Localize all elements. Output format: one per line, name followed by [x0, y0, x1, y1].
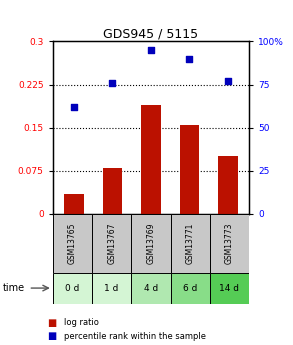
Bar — [180, 125, 199, 214]
Bar — [92, 214, 131, 273]
Text: percentile rank within the sample: percentile rank within the sample — [64, 332, 207, 341]
Bar — [171, 214, 210, 273]
Bar — [210, 273, 249, 304]
Text: 1 d: 1 d — [104, 284, 119, 293]
Bar — [210, 214, 249, 273]
Bar — [92, 273, 131, 304]
Bar — [131, 214, 171, 273]
Text: 14 d: 14 d — [219, 284, 239, 293]
Point — [226, 78, 230, 84]
Bar — [64, 194, 84, 214]
Bar — [131, 273, 171, 304]
Bar — [53, 214, 92, 273]
Point — [149, 47, 153, 53]
Bar — [218, 156, 238, 214]
Text: GSM13767: GSM13767 — [107, 223, 116, 264]
Text: time: time — [3, 283, 25, 293]
Title: GDS945 / 5115: GDS945 / 5115 — [103, 27, 198, 40]
Text: ■: ■ — [47, 332, 56, 341]
Bar — [103, 168, 122, 214]
Text: 6 d: 6 d — [183, 284, 197, 293]
Text: 4 d: 4 d — [144, 284, 158, 293]
Text: GSM13773: GSM13773 — [225, 223, 234, 264]
Text: GSM13765: GSM13765 — [68, 223, 77, 264]
Text: 0 d: 0 d — [65, 284, 80, 293]
Text: GSM13769: GSM13769 — [146, 223, 155, 264]
Text: GSM13771: GSM13771 — [186, 223, 195, 264]
Bar — [53, 273, 92, 304]
Text: ■: ■ — [47, 318, 56, 327]
Point — [187, 56, 192, 61]
Text: log ratio: log ratio — [64, 318, 99, 327]
Bar — [141, 105, 161, 214]
Point — [71, 104, 76, 110]
Point — [110, 80, 115, 86]
Bar — [171, 273, 210, 304]
